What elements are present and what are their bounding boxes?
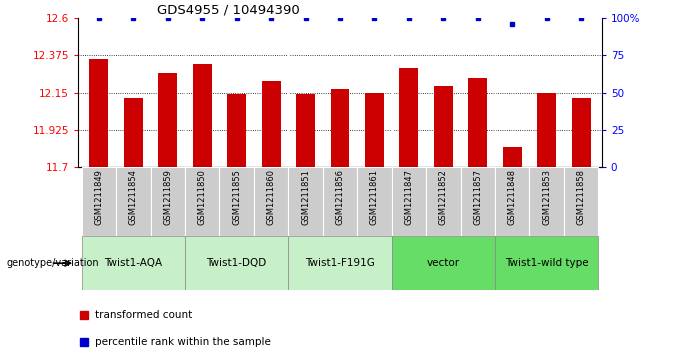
Text: Twist1-DQD: Twist1-DQD — [207, 258, 267, 268]
Text: GSM1211849: GSM1211849 — [95, 169, 103, 225]
Text: GSM1211856: GSM1211856 — [335, 169, 345, 225]
Bar — [262, 81, 281, 167]
Text: GDS4955 / 10494390: GDS4955 / 10494390 — [156, 4, 299, 17]
Bar — [296, 94, 315, 167]
Text: GSM1211851: GSM1211851 — [301, 169, 310, 225]
Bar — [192, 65, 211, 167]
Bar — [330, 89, 350, 167]
Bar — [227, 94, 246, 167]
Bar — [288, 167, 323, 236]
Bar — [357, 167, 392, 236]
Bar — [392, 236, 495, 290]
Bar — [150, 167, 185, 236]
Bar — [288, 236, 392, 290]
Text: GSM1211850: GSM1211850 — [198, 169, 207, 225]
Text: GSM1211852: GSM1211852 — [439, 169, 448, 225]
Bar — [564, 167, 598, 236]
Text: GSM1211861: GSM1211861 — [370, 169, 379, 225]
Bar — [185, 167, 220, 236]
Bar — [399, 68, 418, 167]
Bar — [469, 78, 488, 167]
Text: GSM1211848: GSM1211848 — [508, 169, 517, 225]
Bar — [503, 147, 522, 167]
Text: Twist1-wild type: Twist1-wild type — [505, 258, 588, 268]
Text: GSM1211858: GSM1211858 — [577, 169, 585, 225]
Bar — [185, 236, 288, 290]
Bar — [116, 167, 150, 236]
Bar — [572, 98, 591, 167]
Text: transformed count: transformed count — [95, 310, 192, 320]
Bar — [392, 167, 426, 236]
Text: GSM1211853: GSM1211853 — [542, 169, 551, 225]
Text: percentile rank within the sample: percentile rank within the sample — [95, 337, 271, 347]
Bar — [323, 167, 357, 236]
Text: genotype/variation: genotype/variation — [7, 258, 99, 268]
Text: GSM1211855: GSM1211855 — [232, 169, 241, 225]
Bar — [158, 73, 177, 167]
Bar — [254, 167, 288, 236]
Text: GSM1211860: GSM1211860 — [267, 169, 275, 225]
Text: GSM1211854: GSM1211854 — [129, 169, 138, 225]
Bar — [82, 236, 185, 290]
Bar — [537, 93, 556, 167]
Bar — [124, 98, 143, 167]
Text: GSM1211859: GSM1211859 — [163, 169, 172, 225]
Bar — [495, 236, 598, 290]
Bar — [82, 167, 116, 236]
Bar — [460, 167, 495, 236]
Text: GSM1211857: GSM1211857 — [473, 169, 482, 225]
Bar — [220, 167, 254, 236]
Bar — [365, 93, 384, 167]
Bar — [89, 60, 108, 167]
Text: Twist1-F191G: Twist1-F191G — [305, 258, 375, 268]
Text: GSM1211847: GSM1211847 — [405, 169, 413, 225]
Bar — [434, 86, 453, 167]
Text: vector: vector — [427, 258, 460, 268]
Bar — [495, 167, 530, 236]
Text: Twist1-AQA: Twist1-AQA — [104, 258, 163, 268]
Bar — [426, 167, 460, 236]
Bar — [530, 167, 564, 236]
